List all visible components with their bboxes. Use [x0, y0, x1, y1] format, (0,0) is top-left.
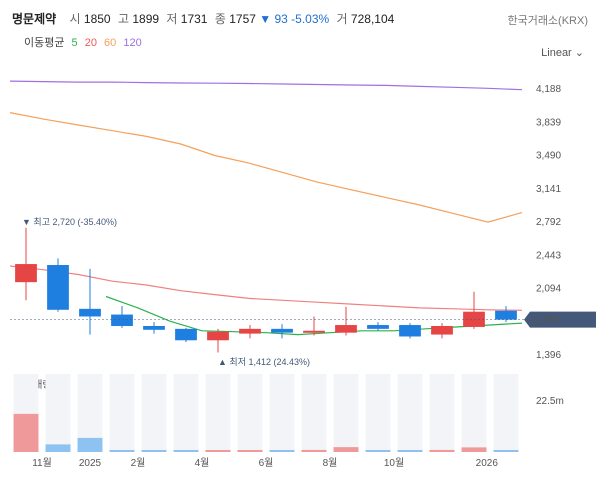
volume-bar — [493, 450, 519, 452]
volume-bar — [205, 450, 231, 452]
x-tick-label: 10월 — [384, 457, 404, 469]
volume-slot-bg — [333, 374, 359, 452]
candle-body — [175, 328, 197, 341]
volume-bar — [269, 450, 295, 452]
data-source: 한국거래소(KRX) — [507, 15, 588, 27]
close-label: 종 — [214, 12, 226, 26]
volume-bar — [429, 449, 455, 452]
low-value: 1731 — [180, 12, 208, 26]
y-tick-label: 2,443 — [536, 250, 561, 261]
volume-slot-bg — [397, 374, 423, 452]
stock-name: 명문제약 — [12, 12, 57, 26]
candle-body — [463, 311, 485, 327]
ma-legend: 이동평균 5 20 60 120 — [24, 34, 146, 50]
max-price-annotation: ▼ 최고 2,720 (-35.40%) — [22, 217, 117, 227]
candle-body — [15, 264, 37, 283]
last-price-badge — [524, 311, 596, 328]
candle-body — [79, 308, 101, 317]
volume-slot-bg — [493, 374, 519, 452]
low-label: 저 — [166, 12, 178, 26]
volume-tick-label: 22.5m — [536, 396, 564, 407]
y-tick-label: 4,188 — [536, 84, 561, 95]
ma-legend-5[interactable]: 5 — [71, 37, 78, 49]
ma-legend-60[interactable]: 60 — [104, 37, 117, 49]
x-tick-label: 4월 — [195, 457, 210, 469]
high-value: 1899 — [132, 12, 160, 26]
volume-slot-bg — [461, 374, 487, 452]
candle-body — [47, 265, 69, 310]
candle-body — [111, 314, 133, 326]
candle-body — [207, 331, 229, 341]
ma-legend-label: 이동평균 — [24, 37, 65, 49]
candle-body — [239, 328, 261, 334]
volume-bar — [173, 450, 199, 452]
volume-bar — [237, 450, 263, 452]
ma-legend-20[interactable]: 20 — [84, 37, 97, 49]
high-label: 고 — [117, 12, 129, 26]
close-value: 1757 — [229, 12, 256, 26]
volume-bar — [461, 447, 487, 452]
candle-body — [271, 328, 293, 333]
volume-bar — [77, 437, 103, 452]
x-tick-label: 8월 — [323, 457, 338, 469]
change-value: ▼ 93 -5.03% — [259, 12, 330, 26]
volume-slot-bg — [365, 374, 391, 452]
x-tick-label: 2월 — [131, 457, 146, 469]
open-label: 시 — [69, 12, 81, 26]
candle-body — [143, 325, 165, 330]
volume-bar — [301, 449, 327, 452]
candle-body — [335, 325, 357, 333]
x-tick-label: 6월 — [259, 457, 274, 469]
volume-slot-bg — [45, 374, 71, 452]
volume-slot-bg — [141, 374, 167, 452]
ma-legend-120[interactable]: 120 — [123, 37, 142, 49]
y-tick-label: 2,792 — [536, 217, 561, 228]
candle-body — [399, 325, 421, 337]
volume-label: 거 — [336, 12, 348, 26]
volume-bar — [141, 450, 167, 452]
volume-slot-bg — [109, 374, 135, 452]
y-tick-label: 3,490 — [536, 151, 561, 162]
scale-toggle-dropdown[interactable]: Linear ⌄ — [541, 47, 584, 59]
volume-slot-bg — [173, 374, 199, 452]
candle-body — [495, 310, 517, 320]
volume-value: 728,104 — [350, 12, 395, 26]
y-tick-label: 3,839 — [536, 117, 561, 128]
volume-slot-bg — [269, 374, 295, 452]
volume-slot-bg — [237, 374, 263, 452]
ma120-line — [9, 80, 523, 91]
volume-bar — [109, 450, 135, 452]
x-tick-label: 2026 — [476, 458, 499, 469]
x-tick-label: 2025 — [79, 458, 102, 469]
open-value: 1850 — [83, 12, 111, 26]
volume-slot-bg — [301, 374, 327, 452]
x-tick-label: 11월 — [32, 457, 52, 469]
min-price-annotation: ▲ 최저 1,412 (24.43%) — [218, 357, 310, 367]
volume-bar — [333, 447, 359, 452]
volume-bar — [45, 444, 71, 452]
last-price-label: 1,757 — [534, 316, 559, 327]
ma60-line — [9, 112, 523, 223]
y-tick-label: 2,094 — [536, 284, 561, 295]
stock-header: 명문제약 시 1850 고 1899 저 1731 종 1757 ▼ 93 -5… — [12, 10, 394, 27]
candle-body — [367, 325, 389, 329]
ma20-line — [9, 265, 523, 311]
y-tick-label: 1,396 — [536, 350, 561, 361]
y-tick-label: 3,141 — [536, 184, 561, 195]
volume-bar — [13, 413, 39, 452]
candle-body — [431, 325, 453, 335]
volume-bar — [397, 450, 423, 452]
candle-body — [303, 330, 325, 333]
volume-bar — [365, 450, 391, 452]
volume-slot-bg — [429, 374, 455, 452]
volume-slot-bg — [205, 374, 231, 452]
